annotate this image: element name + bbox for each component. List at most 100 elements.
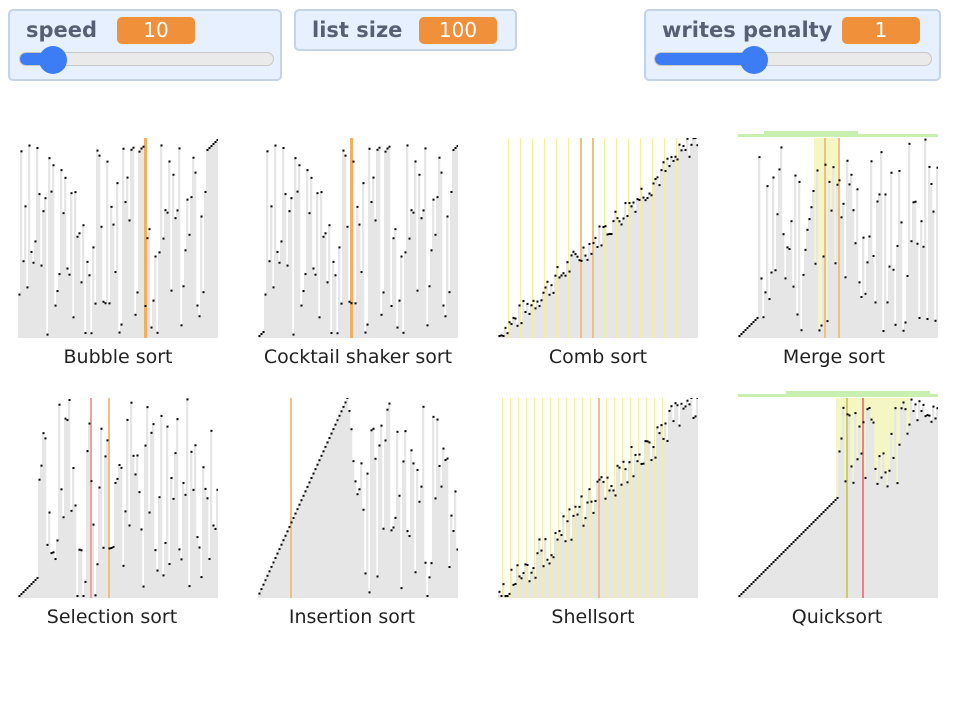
value-point [514, 317, 517, 320]
value-point [258, 592, 261, 595]
value-bar [786, 548, 789, 598]
value-bar [574, 506, 577, 598]
value-bar [334, 424, 337, 598]
value-point [760, 277, 763, 280]
value-bar [354, 303, 357, 338]
value-bar [882, 453, 885, 598]
value-point [756, 577, 759, 579]
value-bar [318, 460, 321, 598]
value-point [932, 405, 935, 408]
value-bar [900, 222, 903, 338]
value-bar [24, 590, 27, 598]
value-point [34, 240, 37, 243]
value-point [160, 144, 163, 147]
value-point [324, 232, 327, 235]
value-bar [370, 202, 373, 338]
value-point [58, 403, 61, 406]
value-bar [432, 416, 435, 598]
value-bar [812, 522, 815, 598]
value-point [186, 398, 189, 401]
value-bar [552, 292, 555, 338]
value-bar [204, 488, 207, 598]
value-bar [268, 261, 271, 338]
speed-slider[interactable] [19, 46, 274, 74]
value-point [606, 233, 609, 236]
value-bar [924, 139, 927, 338]
value-point [18, 293, 21, 296]
speed-slider-knob[interactable] [38, 46, 67, 74]
value-point [498, 335, 501, 337]
value-point [96, 563, 99, 566]
value-bar [422, 406, 425, 598]
value-bar [336, 333, 339, 338]
value-point [266, 150, 269, 153]
value-point [696, 144, 698, 147]
value-point [164, 209, 167, 212]
value-bar [348, 301, 351, 338]
value-bar [804, 530, 807, 598]
value-bar [352, 161, 355, 338]
value-bar [660, 425, 663, 598]
value-bar [814, 520, 817, 598]
value-point [392, 237, 395, 240]
value-bar [88, 275, 91, 338]
value-bar [160, 145, 163, 338]
value-bar [308, 482, 311, 598]
value-bar [282, 147, 285, 338]
value-point [912, 201, 915, 204]
value-bar [54, 305, 57, 338]
value-bar [114, 482, 117, 598]
value-bar [764, 292, 767, 338]
value-point [120, 323, 123, 326]
value-bar [190, 451, 193, 598]
value-bar [266, 575, 269, 598]
value-bar [320, 455, 323, 598]
value-bar [126, 419, 129, 598]
value-bar [644, 200, 647, 338]
value-point [920, 410, 923, 413]
value-bar [424, 148, 427, 338]
value-bar [82, 225, 85, 338]
value-point [516, 324, 519, 327]
sort-panel-quicksort [738, 388, 938, 598]
value-bar [750, 324, 753, 338]
value-point [202, 291, 205, 294]
value-bar [282, 540, 285, 598]
value-point [534, 307, 537, 310]
value-bar [754, 580, 757, 598]
writes-penalty-slider[interactable] [654, 46, 932, 74]
value-point [56, 539, 59, 542]
value-bar [860, 453, 863, 598]
value-point [370, 429, 373, 432]
value-bar [440, 486, 443, 598]
value-bar [882, 331, 885, 338]
value-point [312, 472, 315, 475]
value-point [164, 541, 167, 544]
value-point [414, 160, 417, 163]
writes-penalty-slider-knob[interactable] [740, 46, 769, 74]
value-point [524, 310, 527, 313]
value-point [586, 258, 589, 261]
value-bar [812, 190, 815, 338]
value-bar [26, 287, 29, 338]
value-bar [388, 403, 391, 598]
value-point [174, 217, 177, 220]
value-point [306, 169, 309, 172]
value-point [22, 260, 25, 263]
value-bar [808, 526, 811, 598]
value-point [176, 209, 179, 212]
value-point [582, 246, 585, 249]
value-point [176, 418, 179, 421]
value-point [528, 580, 531, 583]
value-point [584, 254, 587, 257]
value-point [516, 564, 519, 567]
value-bar [324, 233, 327, 338]
value-bar [782, 552, 785, 598]
value-bar [822, 512, 825, 598]
value-point [294, 512, 297, 515]
value-point [166, 211, 169, 214]
value-point [606, 476, 609, 479]
value-point [542, 291, 545, 294]
value-point [836, 497, 839, 499]
value-point [510, 323, 513, 326]
